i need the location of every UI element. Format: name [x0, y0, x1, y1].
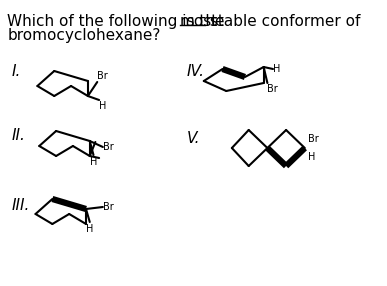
- Text: bromocyclohexane?: bromocyclohexane?: [7, 28, 161, 43]
- Text: most: most: [180, 14, 218, 29]
- Text: stable conformer of: stable conformer of: [205, 14, 360, 29]
- Text: Br: Br: [267, 84, 278, 94]
- Text: Br: Br: [308, 134, 319, 144]
- Text: H: H: [99, 101, 106, 111]
- Text: Br: Br: [103, 202, 114, 212]
- Text: H: H: [86, 224, 93, 234]
- Text: Br: Br: [103, 142, 114, 152]
- Text: H: H: [308, 152, 315, 162]
- Text: IV.: IV.: [187, 64, 205, 79]
- Text: II.: II.: [11, 128, 25, 143]
- Text: H: H: [273, 64, 280, 74]
- Text: H: H: [90, 157, 97, 167]
- Text: I.: I.: [11, 64, 21, 79]
- Text: V.: V.: [187, 131, 200, 146]
- Text: Br: Br: [97, 71, 108, 81]
- Text: III.: III.: [11, 198, 29, 213]
- Text: Which of the following is the: Which of the following is the: [7, 14, 230, 29]
